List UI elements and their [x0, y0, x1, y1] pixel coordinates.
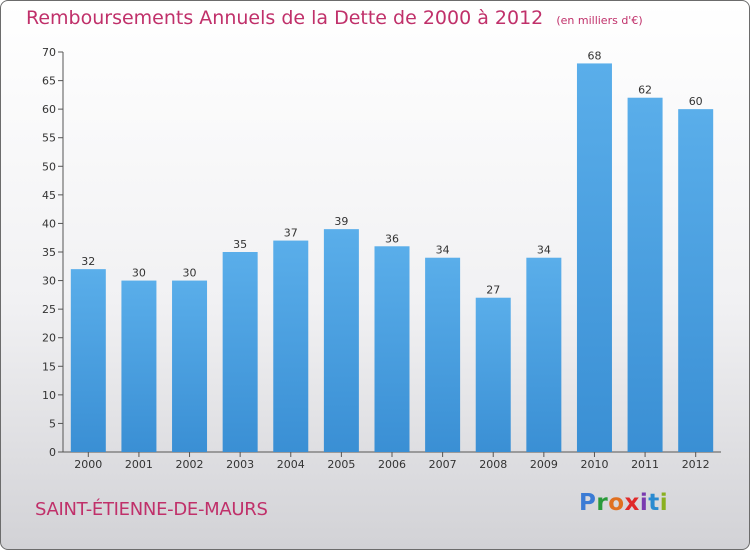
logo-letter: x	[624, 490, 640, 516]
chart-title: Remboursements Annuels de la Dette de 20…	[26, 7, 544, 29]
data-label-2008: 27	[486, 284, 500, 297]
proxiti-logo: Proxiti	[579, 490, 668, 516]
y-tick-label: 55	[42, 132, 56, 145]
y-tick-label: 15	[42, 360, 56, 373]
data-label-2000: 32	[81, 255, 95, 268]
data-label-2003: 35	[233, 238, 247, 251]
data-label-2002: 30	[183, 267, 197, 280]
x-tick-label-2004: 2004	[277, 458, 305, 471]
logo-letter: t	[648, 490, 660, 516]
x-tick-label-2008: 2008	[479, 458, 507, 471]
x-tick-label-2011: 2011	[631, 458, 659, 471]
bar-2001	[121, 280, 157, 452]
bar-2008	[475, 297, 511, 452]
x-tick-label-2001: 2001	[125, 458, 153, 471]
bar-2007	[425, 257, 461, 452]
bar-chart: 0 5 10 15 20 25 30 35 40 45 50 55 60 65 70 32 2000 30 2001…	[42, 46, 721, 471]
logo-letter: i	[639, 490, 649, 516]
logo-letter: P	[579, 490, 597, 516]
x-tick-label-2003: 2003	[226, 458, 254, 471]
x-tick-label-2010: 2010	[580, 458, 608, 471]
chart-unit-label: (en milliers d'€)	[556, 14, 643, 27]
city-name: SAINT-ÉTIENNE-DE-MAURS	[35, 499, 268, 520]
data-label-2012: 60	[689, 95, 703, 108]
x-tick-label-2000: 2000	[74, 458, 102, 471]
y-tick-label: 45	[42, 189, 56, 202]
x-tick-label-2007: 2007	[429, 458, 457, 471]
y-tick-label: 10	[42, 389, 56, 402]
data-label-2001: 30	[132, 267, 146, 280]
data-label-2005: 39	[334, 215, 348, 228]
x-tick-label-2005: 2005	[327, 458, 355, 471]
data-label-2007: 34	[436, 244, 450, 257]
y-tick-label: 5	[49, 417, 56, 430]
x-tick-label-2009: 2009	[530, 458, 558, 471]
y-tick-label: 30	[42, 275, 56, 288]
logo-letter: i	[659, 490, 669, 516]
chart-title-block: Remboursements Annuels de la Dette de 20…	[26, 7, 643, 29]
logo-letter: o	[608, 490, 625, 516]
y-tick-label: 40	[42, 217, 56, 230]
y-tick-label: 60	[42, 103, 56, 116]
bar-2009	[526, 257, 562, 452]
data-label-2010: 68	[587, 49, 601, 62]
y-tick-label: 35	[42, 246, 56, 259]
y-tick-label: 20	[42, 332, 56, 345]
logo-letter: r	[596, 490, 609, 516]
bar-2003	[222, 252, 258, 452]
bar-2000	[70, 269, 106, 452]
bar-2012	[678, 109, 714, 453]
bar-2006	[374, 246, 410, 452]
bar-2011	[627, 97, 663, 452]
x-tick-label-2012: 2012	[682, 458, 710, 471]
bar-2004	[273, 240, 309, 452]
y-tick-label: 0	[49, 446, 56, 459]
data-label-2006: 36	[385, 232, 399, 245]
y-tick-label: 25	[42, 303, 56, 316]
bar-2005	[323, 229, 359, 452]
y-tick-label: 70	[42, 46, 56, 59]
data-label-2011: 62	[638, 84, 652, 97]
data-label-2004: 37	[284, 227, 298, 240]
y-tick-label: 65	[42, 75, 56, 88]
bar-2010	[576, 63, 612, 453]
x-tick-label-2006: 2006	[378, 458, 406, 471]
data-label-2009: 34	[537, 244, 551, 257]
bar-2002	[172, 280, 208, 452]
x-tick-label-2002: 2002	[176, 458, 204, 471]
y-tick-label: 50	[42, 160, 56, 173]
